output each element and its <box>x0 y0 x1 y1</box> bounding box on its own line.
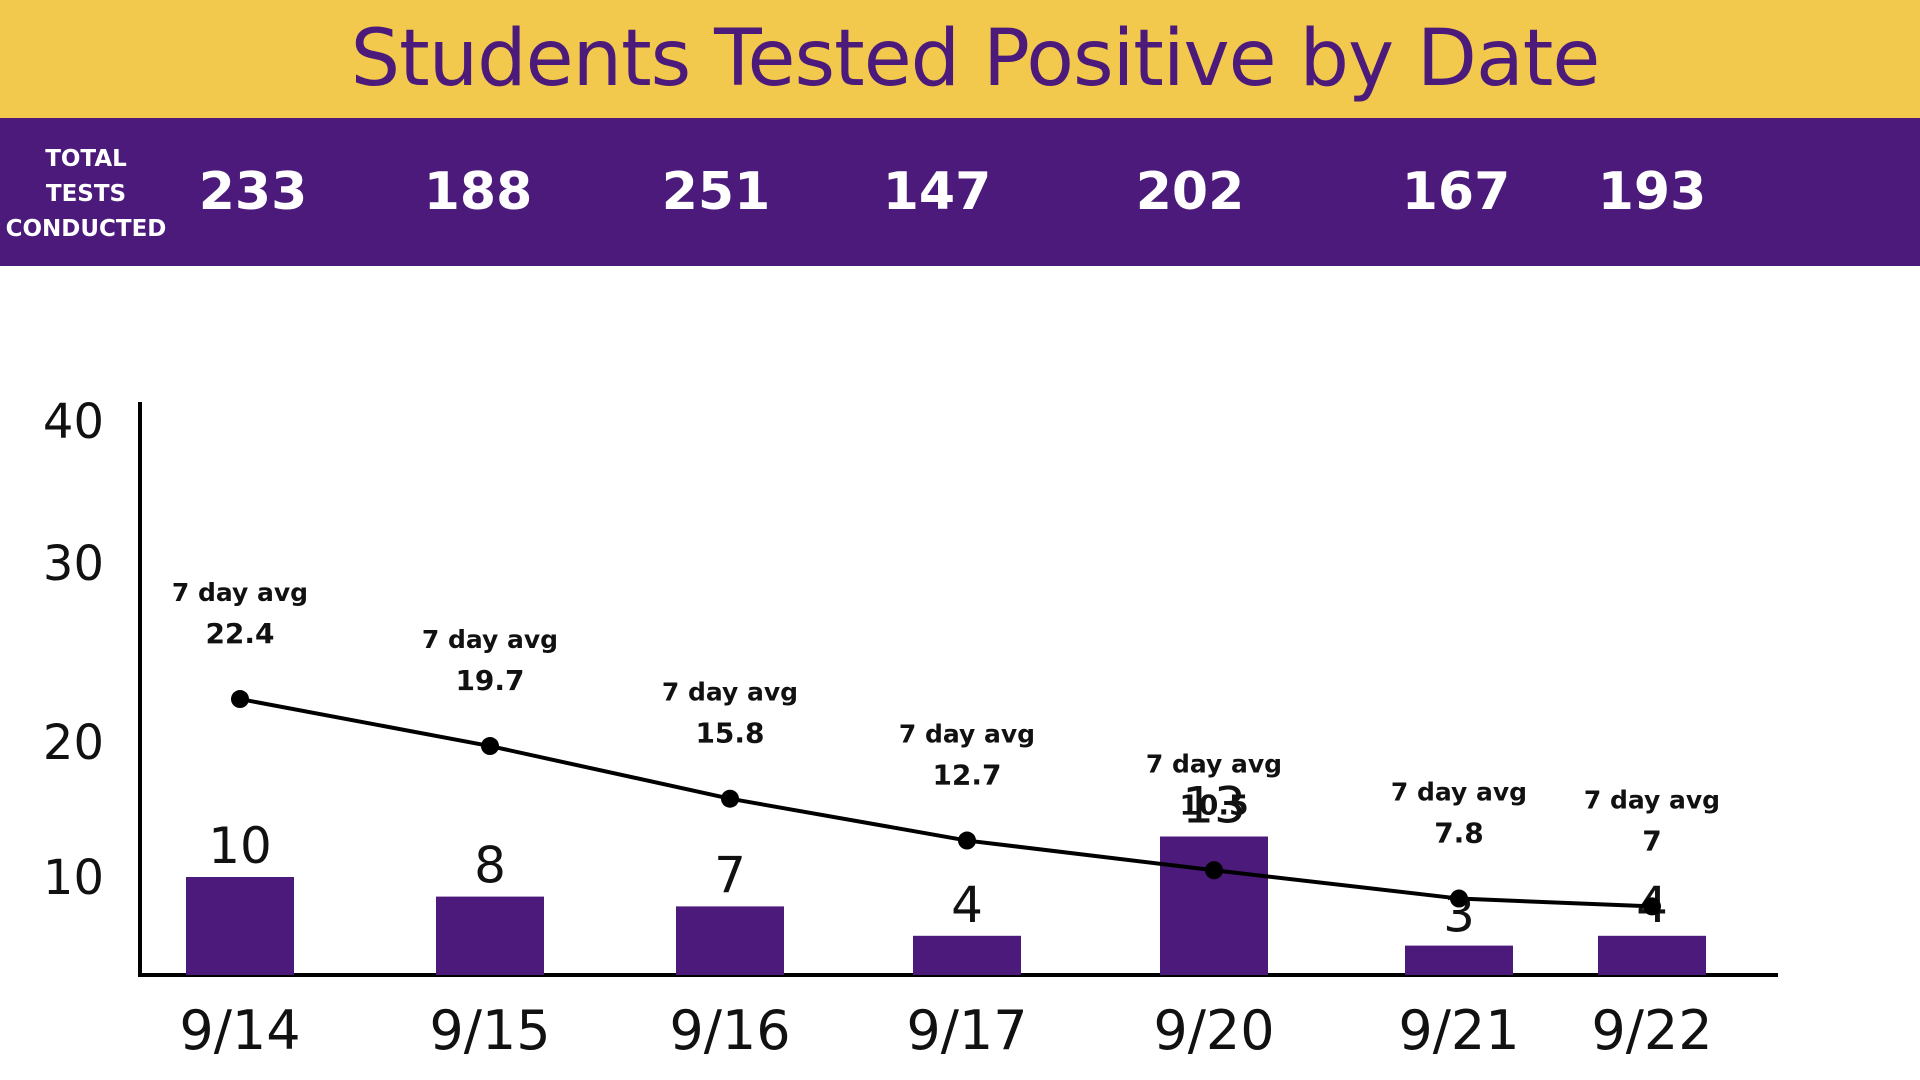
bar-value-label: 8 <box>474 837 506 895</box>
total-tests-label: TOTAL TESTS CONDUCTED <box>0 142 172 247</box>
total-tests-bar: TOTAL TESTS CONDUCTED 233 188 251 147 20… <box>0 118 1920 266</box>
x-tick-label: 9/20 <box>1153 999 1274 1062</box>
avg-title-label: 7 day avg <box>1391 778 1527 807</box>
total-tests-value: 167 <box>1401 162 1511 222</box>
avg-title-label: 7 day avg <box>662 678 798 707</box>
avg-value-label: 7.8 <box>1434 817 1484 850</box>
total-tests-value: 202 <box>1135 162 1245 222</box>
total-tests-label-line: CONDUCTED <box>5 216 167 242</box>
bar-value-label: 7 <box>714 846 746 904</box>
avg-point <box>1450 889 1468 908</box>
bar <box>913 935 1021 975</box>
avg-value-label: 10.5 <box>1179 788 1248 821</box>
title-bar: Students Tested Positive by Date <box>0 0 1920 118</box>
x-tick-label: 9/17 <box>906 999 1027 1062</box>
total-tests-value: 193 <box>1597 162 1707 222</box>
avg-point <box>481 737 499 756</box>
avg-value-label: 22.4 <box>205 617 274 650</box>
total-tests-value: 188 <box>423 162 533 222</box>
bar <box>1405 945 1513 975</box>
avg-point <box>231 690 249 709</box>
y-tick-label: 30 <box>43 536 104 592</box>
avg-point <box>1205 861 1223 880</box>
x-tick-label: 9/14 <box>179 999 300 1062</box>
bar <box>436 896 544 975</box>
total-tests-value: 147 <box>882 162 992 222</box>
y-tick-label: 10 <box>43 850 104 906</box>
avg-point <box>958 831 976 850</box>
x-tick-label: 9/16 <box>669 999 790 1062</box>
avg-title-label: 7 day avg <box>1146 749 1282 778</box>
bar-value-label: 4 <box>951 876 983 934</box>
bar-value-label: 10 <box>208 817 272 875</box>
y-tick-label: 40 <box>43 394 104 450</box>
bar <box>186 877 294 975</box>
avg-title-label: 7 day avg <box>172 578 308 607</box>
bar <box>1598 935 1706 975</box>
avg-title-label: 7 day avg <box>899 720 1035 749</box>
total-tests-value: 251 <box>661 162 771 222</box>
avg-value-label: 15.8 <box>695 717 764 750</box>
bar-value-label: 13 <box>1182 777 1246 835</box>
x-tick-label: 9/15 <box>429 999 550 1062</box>
bar <box>1160 836 1268 975</box>
total-tests-value: 233 <box>198 162 308 222</box>
x-tick-label: 9/21 <box>1398 999 1519 1062</box>
avg-value-label: 7 <box>1642 824 1661 857</box>
bar <box>676 906 784 975</box>
avg-title-label: 7 day avg <box>1584 785 1720 814</box>
avg-point <box>721 789 739 808</box>
x-tick-label: 9/22 <box>1591 999 1712 1062</box>
chart-title: Students Tested Positive by Date <box>350 14 1601 104</box>
total-tests-label-line: TOTAL <box>45 146 127 172</box>
y-tick-label: 20 <box>43 715 104 771</box>
avg-value-label: 12.7 <box>932 759 1001 792</box>
total-tests-label-line: TESTS <box>45 181 127 207</box>
avg-value-label: 19.7 <box>455 664 524 697</box>
avg-title-label: 7 day avg <box>422 625 558 654</box>
avg-point <box>1643 897 1661 916</box>
